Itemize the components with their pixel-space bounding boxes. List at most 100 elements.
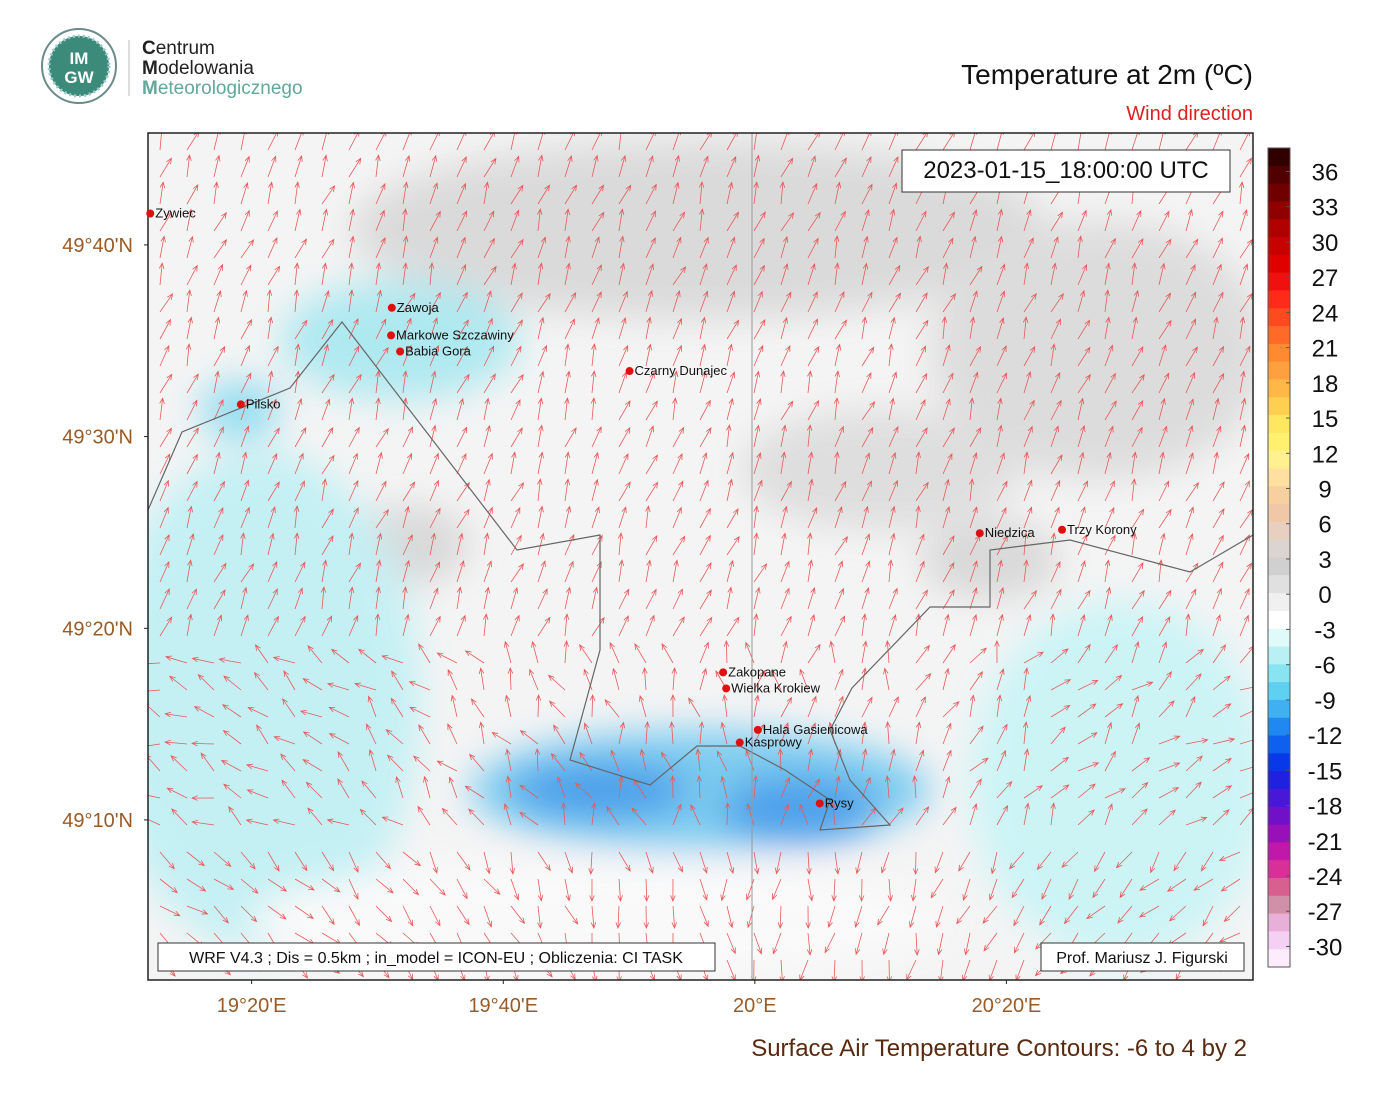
wind-arrow	[1077, 424, 1086, 448]
wind-arrow	[510, 534, 522, 556]
wind-arrow	[1193, 878, 1214, 891]
wind-arrow	[159, 157, 172, 178]
wind-arrow	[510, 262, 517, 286]
colorbar-swatch	[1268, 432, 1290, 452]
wind-arrow	[1104, 133, 1112, 151]
wind-arrow	[886, 959, 893, 980]
wind-arrow	[942, 722, 952, 745]
wind-arrow	[643, 905, 649, 930]
wind-arrow	[1013, 905, 1025, 927]
wind-arrow	[374, 613, 381, 637]
wind-arrow	[915, 505, 921, 529]
wind-arrow	[887, 878, 893, 902]
wind-arrow	[1185, 346, 1198, 367]
wind-arrow	[1239, 345, 1251, 367]
wind-arrow	[240, 506, 250, 529]
wind-arrow	[834, 851, 840, 875]
wind-arrow	[618, 235, 625, 259]
wind-arrow	[564, 505, 572, 529]
wind-arrow	[672, 317, 682, 340]
wind-arrow	[854, 932, 863, 956]
wind-arrow	[240, 563, 255, 583]
wind-arrow	[186, 399, 198, 421]
wind-arrow	[366, 723, 377, 745]
wind-arrow	[1023, 479, 1033, 502]
wind-arrow	[1050, 784, 1070, 799]
wind-arrow	[672, 535, 686, 556]
wind-arrow	[861, 209, 870, 232]
wind-arrow	[213, 878, 235, 890]
colorbar-swatch	[1268, 931, 1290, 950]
wind-arrow	[429, 424, 437, 448]
wind-arrow	[645, 343, 653, 367]
wind-arrow	[1077, 235, 1083, 259]
wind-arrow	[1185, 371, 1196, 394]
wind-arrow	[483, 210, 495, 232]
colorbar-swatch	[1268, 397, 1290, 416]
wind-arrow	[1039, 905, 1052, 926]
wind-arrow	[861, 748, 868, 772]
wind-arrow	[834, 343, 842, 367]
wind-arrow	[1104, 480, 1115, 502]
wind-arrow	[391, 670, 404, 691]
wind-arrow	[645, 371, 655, 394]
wind-arrow	[591, 616, 605, 637]
wind-arrow	[888, 532, 896, 556]
wind-arrow	[483, 265, 497, 286]
wind-arrow	[745, 878, 755, 901]
wind-arrow	[834, 536, 849, 556]
wind-arrow	[510, 345, 522, 367]
wind-arrow	[915, 533, 925, 556]
wind-arrow	[699, 507, 711, 529]
wind-arrow	[698, 721, 705, 745]
wind-arrow	[780, 560, 790, 583]
colorbar-label: -24	[1308, 864, 1343, 891]
wind-arrow	[1131, 508, 1145, 529]
wind-arrow	[861, 560, 871, 583]
wind-arrow	[213, 154, 221, 178]
wind-arrow	[996, 749, 1006, 772]
wind-arrow	[780, 212, 795, 232]
wind-arrow	[531, 640, 539, 664]
colorbar-swatch	[1268, 593, 1290, 612]
wind-arrow	[213, 533, 224, 556]
wind-arrow	[699, 316, 707, 340]
wind-arrow	[669, 721, 675, 745]
wind-arrow	[583, 668, 593, 691]
wind-arrow	[969, 613, 978, 637]
wind-arrow	[915, 481, 929, 502]
wind-arrow	[213, 851, 232, 868]
wind-arrow	[1139, 878, 1160, 891]
wind-arrow	[1104, 289, 1110, 313]
wind-arrow	[186, 208, 193, 232]
wind-arrow	[375, 559, 382, 583]
wind-arrow	[915, 235, 922, 259]
wind-arrow	[240, 239, 255, 259]
wind-arrow	[834, 370, 840, 394]
wind-arrow	[266, 289, 273, 313]
wind-arrow	[429, 370, 437, 394]
wind-arrow	[321, 262, 328, 286]
wind-arrow	[942, 667, 950, 691]
colorbar-swatch	[1268, 290, 1290, 309]
wind-arrow	[456, 851, 471, 871]
wind-arrow	[834, 775, 841, 799]
wind-arrow	[348, 878, 359, 901]
wind-arrow	[564, 291, 577, 313]
wind-arrow	[510, 319, 523, 340]
colorbar-label: -12	[1308, 723, 1343, 750]
colorbar-swatch	[1268, 913, 1290, 932]
wind-arrow	[186, 289, 192, 313]
place-marker	[396, 347, 405, 356]
wind-arrow	[321, 373, 335, 394]
wind-arrow	[726, 586, 733, 610]
colorbar-swatch	[1268, 183, 1290, 202]
wind-arrow	[321, 185, 336, 205]
wind-arrow	[695, 748, 701, 772]
wind-arrow	[753, 563, 768, 583]
wind-arrow	[574, 782, 593, 799]
wind-arrow	[834, 262, 840, 286]
wind-arrow	[699, 236, 709, 259]
wind-arrow	[824, 932, 836, 954]
wind-arrow	[1158, 641, 1168, 664]
